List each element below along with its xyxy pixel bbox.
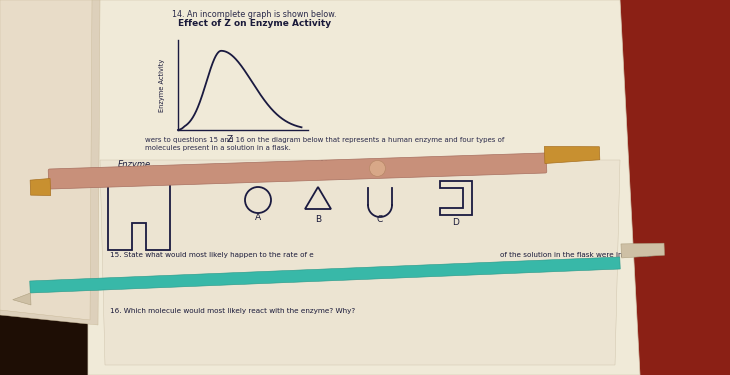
Text: increase.: increase. [572, 262, 605, 268]
Text: D: D [453, 218, 459, 227]
Polygon shape [0, 0, 92, 320]
Text: Molecules: Molecules [320, 160, 361, 169]
Text: molecules present in a solution in a flask.: molecules present in a solution in a fla… [145, 145, 291, 151]
Text: Enzyme Activity: Enzyme Activity [159, 58, 165, 112]
Text: B: B [315, 215, 321, 224]
FancyBboxPatch shape [48, 153, 547, 189]
Polygon shape [88, 0, 640, 375]
Text: C: C [377, 215, 383, 224]
Polygon shape [480, 0, 730, 375]
Text: 15. State what would most likely happen to the rate of e: 15. State what would most likely happen … [110, 252, 314, 258]
Circle shape [369, 160, 385, 176]
Text: Effect of Z on Enzyme Activity: Effect of Z on Enzyme Activity [178, 19, 331, 28]
Polygon shape [0, 255, 110, 375]
Polygon shape [12, 293, 31, 305]
Text: Enzyme: Enzyme [118, 160, 151, 169]
FancyBboxPatch shape [30, 257, 620, 293]
Polygon shape [30, 178, 50, 195]
Text: Z: Z [227, 135, 233, 144]
Text: of the solution in the flask were increased: of the solution in the flask were increa… [500, 252, 651, 258]
Text: wers to questions 15 and 16 on the diagram below that represents a human enzyme : wers to questions 15 and 16 on the diagr… [145, 137, 504, 143]
Polygon shape [0, 0, 100, 325]
Text: A: A [255, 213, 261, 222]
Polygon shape [100, 160, 620, 365]
Text: 14. An incomplete graph is shown below.: 14. An incomplete graph is shown below. [172, 10, 337, 19]
Text: 16. Which molecule would most likely react with the enzyme? Why?: 16. Which molecule would most likely rea… [110, 308, 356, 314]
Polygon shape [600, 0, 730, 375]
Polygon shape [621, 243, 664, 258]
Polygon shape [545, 147, 600, 164]
